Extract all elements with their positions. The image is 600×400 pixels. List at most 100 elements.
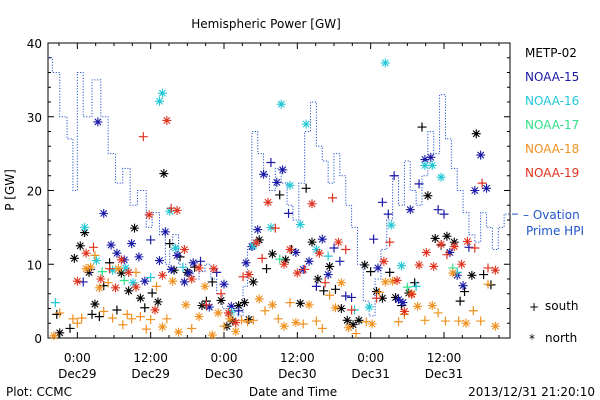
north-point (423, 191, 433, 201)
x-tick-time-label: 0:00 (211, 351, 238, 365)
north-point (231, 318, 241, 328)
south-point (335, 256, 345, 266)
north-point (414, 260, 424, 270)
south-point (483, 279, 493, 289)
x-tick-time-label: 12:00 (133, 351, 168, 365)
south-point (55, 308, 65, 318)
south-point (317, 323, 327, 333)
y-axis-ticks: 0 10 20 30 40 (27, 37, 510, 346)
south-point (351, 329, 361, 339)
south-point (284, 208, 294, 218)
x-axis-label: Date and Time (249, 385, 337, 399)
south-point (328, 193, 338, 203)
north-point (342, 315, 352, 325)
north-point (226, 307, 236, 317)
south-point (146, 315, 156, 325)
north-point (471, 129, 481, 139)
north-point (128, 278, 138, 288)
north-point (93, 117, 103, 127)
south-point (468, 306, 478, 316)
north-point (171, 243, 181, 253)
south-point (68, 314, 78, 324)
north-point (110, 283, 120, 293)
north-point (168, 276, 178, 286)
series-noaa-17 (97, 254, 458, 292)
north-point (386, 220, 396, 230)
north-point (213, 308, 223, 318)
north-point (348, 320, 358, 330)
chart-title: Hemispheric Power [GW] (191, 17, 341, 31)
north-label: north (545, 331, 577, 345)
north-point (159, 169, 169, 179)
south-point (242, 317, 252, 327)
north-point (169, 265, 179, 275)
south-point (275, 254, 285, 264)
north-point (267, 300, 277, 310)
north-point (204, 302, 214, 312)
ovation-legend-label-2: Prime HPI (526, 224, 584, 238)
north-point (304, 300, 314, 310)
north-point (84, 267, 94, 277)
north-point (55, 328, 65, 338)
north-point (248, 277, 258, 287)
series-points (49, 58, 500, 341)
north-point (179, 277, 189, 287)
south-point (417, 122, 427, 132)
footer-credit: Plot: CCMC (6, 385, 72, 399)
south-point (146, 273, 156, 283)
north-point (172, 205, 182, 215)
south-point (330, 284, 340, 294)
north-point (482, 183, 492, 193)
south-point (65, 323, 75, 333)
south-point (440, 316, 450, 326)
south-point (460, 287, 470, 297)
south-label: south (545, 299, 579, 313)
south-point (433, 205, 443, 215)
south-point (165, 239, 175, 249)
north-point (311, 245, 321, 254)
south-point (389, 171, 399, 181)
south-point (341, 291, 351, 301)
north-point (470, 186, 480, 195)
south-point (234, 306, 244, 316)
north-point (226, 301, 236, 311)
north-point (234, 301, 244, 311)
south-point (119, 275, 129, 285)
south-point (298, 319, 308, 329)
south-point (320, 278, 330, 288)
north-point (313, 274, 323, 284)
legend-entry-noaa-15: NOAA-15 (525, 70, 579, 84)
north-point (263, 197, 273, 207)
north-point (364, 302, 374, 312)
north-point (81, 248, 91, 258)
south-point (201, 300, 211, 310)
north-point (291, 318, 301, 328)
north-point (157, 322, 167, 332)
north-point (90, 299, 100, 309)
north-point (467, 270, 477, 280)
north-point (380, 277, 390, 287)
south-point (262, 264, 272, 274)
south-point (347, 305, 357, 315)
south-point (410, 278, 420, 288)
north-point (150, 305, 160, 315)
north-point (172, 250, 182, 260)
north-point (279, 321, 289, 331)
y-tick-label: 40 (27, 37, 42, 51)
south-point (377, 197, 387, 207)
north-point (295, 298, 305, 308)
x-tick-date-label: Dec30 (205, 367, 244, 381)
north-point (251, 238, 261, 248)
north-point (240, 298, 250, 308)
south-point (99, 306, 109, 316)
plot-area: 0 10 20 30 40 0:00 Dec29 12:00 Dec29 0:00 Dec30 12… (27, 37, 518, 381)
north-point (86, 262, 96, 272)
north-point (81, 264, 91, 274)
north-point (396, 261, 406, 271)
north-point (336, 304, 346, 313)
series-noaa-15 (78, 117, 492, 316)
south-point (372, 293, 382, 303)
ovation-legend: – Ovation Prime HPI (523, 208, 584, 238)
north-point (241, 258, 251, 268)
south-point (196, 256, 206, 266)
